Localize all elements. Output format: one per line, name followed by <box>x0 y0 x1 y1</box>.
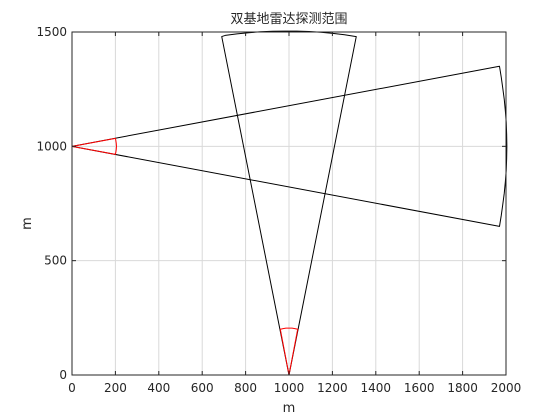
y-tick-label: 0 <box>59 368 67 382</box>
x-tick-label: 400 <box>147 381 170 395</box>
series-line-4 <box>279 327 299 376</box>
x-tick-label: 1000 <box>274 381 305 395</box>
x-tick-label: 2000 <box>491 381 522 395</box>
x-tick-label: 1600 <box>404 381 435 395</box>
plot-area: 0 200 400 600 800 1000 1200 1400 1600 1800 2000 0 50… <box>36 25 521 395</box>
x-tick-label: 600 <box>191 381 214 395</box>
x-tick-label: 1800 <box>447 381 478 395</box>
y-tick-label: 500 <box>44 254 67 268</box>
series-line-2 <box>221 30 357 376</box>
y-axis-label: m <box>20 217 35 230</box>
y-tick-label: 1500 <box>36 25 67 39</box>
x-tick-label: 1200 <box>317 381 348 395</box>
x-tick-label: 0 <box>68 381 76 395</box>
x-tick-label: 800 <box>234 381 257 395</box>
series-line-3 <box>71 137 117 155</box>
x-axis-label: m <box>283 401 296 416</box>
chart-title: 双基地雷达探测范围 <box>230 12 347 27</box>
tick-labels-layer: 0 200 400 600 800 1000 1200 1400 1600 1800 2000 0 50… <box>36 25 521 395</box>
x-tick-label: 200 <box>104 381 127 395</box>
ticks-layer <box>71 31 507 376</box>
series-layer <box>71 30 508 376</box>
y-tick-label: 1000 <box>36 139 67 153</box>
series-line-1 <box>71 65 508 227</box>
x-tick-label: 1400 <box>361 381 392 395</box>
